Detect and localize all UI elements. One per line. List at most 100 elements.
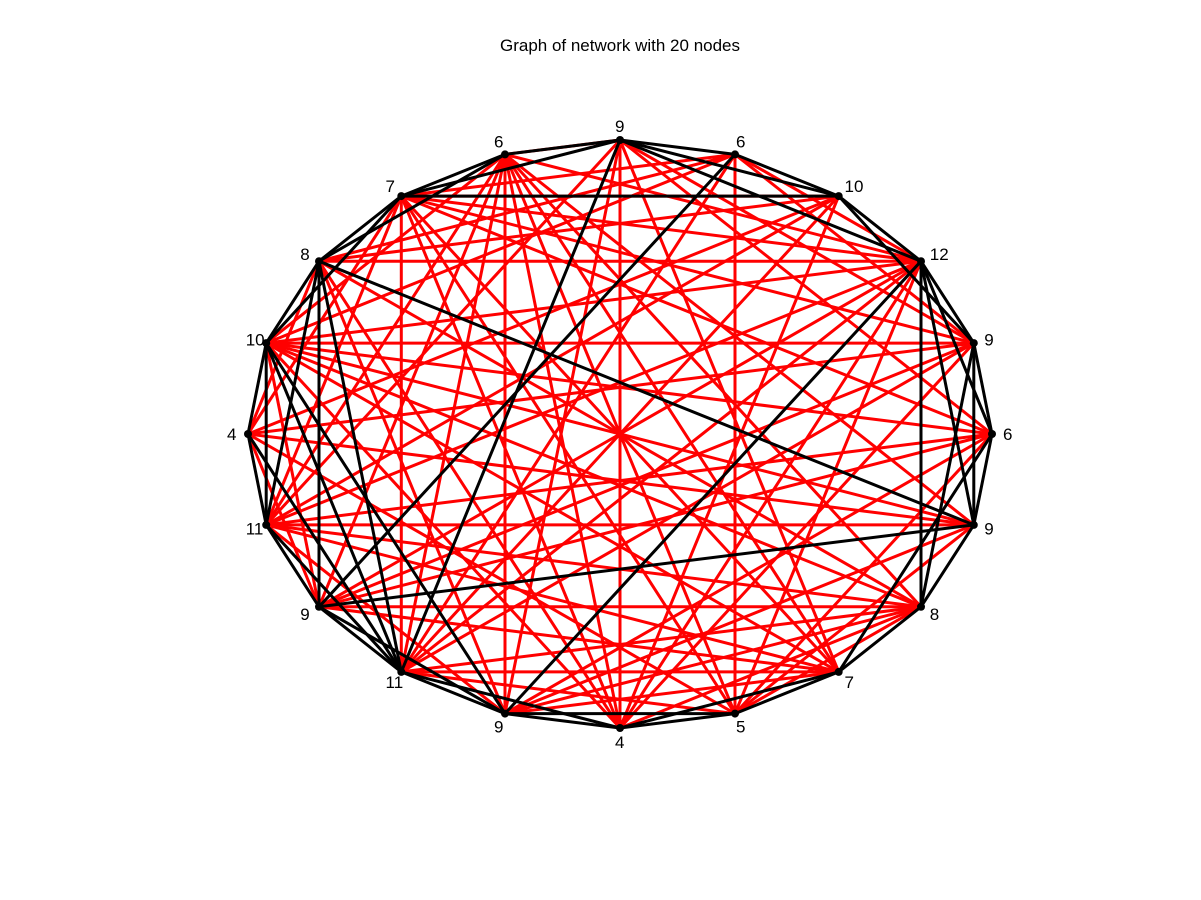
black-edge-5-8 bbox=[837, 432, 994, 674]
node-4 bbox=[969, 339, 978, 348]
black-edge-1-2 bbox=[733, 152, 841, 198]
node-label-13: 9 bbox=[300, 605, 309, 624]
node-17 bbox=[315, 257, 323, 266]
black-edge-17-18 bbox=[317, 194, 403, 263]
red-edge-4-18 bbox=[399, 194, 976, 345]
black-edge-10-11 bbox=[503, 712, 622, 730]
black-edge-8-10 bbox=[618, 670, 841, 730]
red-edge-3-16 bbox=[264, 259, 923, 345]
red-edge-1-12 bbox=[399, 152, 737, 674]
red-edge-5-18 bbox=[399, 194, 994, 436]
black-edge-11-12 bbox=[399, 670, 507, 716]
red-edge-13-19 bbox=[317, 152, 507, 609]
black-edge-12-13 bbox=[317, 605, 403, 674]
node-2 bbox=[834, 192, 843, 201]
node-label-17: 8 bbox=[300, 245, 309, 264]
node-6 bbox=[969, 520, 978, 529]
node-label-12: 11 bbox=[386, 673, 404, 692]
black-edge-2-4 bbox=[837, 194, 976, 345]
node-label-19: 6 bbox=[494, 132, 503, 151]
black-edge-17-19 bbox=[317, 152, 507, 263]
node-19 bbox=[501, 150, 509, 159]
red-edge-10-16 bbox=[264, 341, 622, 730]
node-13 bbox=[315, 602, 323, 611]
black-edge-5-6 bbox=[972, 432, 994, 527]
red-edge-8-19 bbox=[503, 152, 841, 674]
red-edge-15-18 bbox=[246, 194, 403, 436]
red-edge-9-15 bbox=[246, 432, 737, 716]
red-edge-5-16 bbox=[264, 341, 994, 436]
red-edge-9-18 bbox=[399, 194, 737, 716]
red-edge-6-9 bbox=[733, 523, 976, 716]
node-labels-group: 9 6 10 12 9 6 9 8 7 5 4 9 11 9 11 4 10 8 7 6 bbox=[227, 117, 1012, 752]
black-edge-12-15 bbox=[246, 432, 403, 674]
node-label-18: 7 bbox=[386, 177, 395, 196]
red-edge-4-15 bbox=[246, 341, 976, 436]
node-8 bbox=[834, 667, 843, 676]
black-edge-3-6 bbox=[919, 259, 976, 527]
node-label-3: 12 bbox=[930, 245, 949, 264]
red-edge-6-15 bbox=[246, 432, 976, 527]
black-edge-18-0 bbox=[399, 138, 622, 198]
red-edge-11-17 bbox=[317, 259, 507, 716]
red-edge-0-5 bbox=[618, 138, 994, 436]
black-edge-9-10 bbox=[618, 712, 737, 730]
node-label-11: 9 bbox=[494, 718, 503, 737]
black-edge-4-7 bbox=[919, 341, 976, 609]
red-edge-10-18 bbox=[399, 194, 622, 730]
red-edge-8-14 bbox=[264, 523, 841, 674]
black-edge-6-7 bbox=[919, 523, 976, 609]
red-edge-6-11 bbox=[503, 523, 976, 716]
node-7 bbox=[917, 602, 925, 611]
red-edge-16-19 bbox=[264, 152, 507, 345]
red-edge-10-19 bbox=[503, 152, 622, 730]
red-edge-14-19 bbox=[264, 152, 507, 527]
node-3 bbox=[917, 257, 925, 266]
node-label-8: 7 bbox=[845, 673, 854, 692]
red-edge-13-15 bbox=[246, 432, 321, 609]
black-edge-11-13 bbox=[317, 605, 507, 716]
node-label-2: 10 bbox=[845, 177, 864, 196]
node-label-5: 6 bbox=[1003, 425, 1012, 444]
black-edge-3-5 bbox=[919, 259, 994, 436]
red-edge-10-17 bbox=[317, 259, 622, 730]
red-edge-3-19 bbox=[503, 152, 923, 263]
red-edge-1-16 bbox=[264, 152, 737, 345]
node-10 bbox=[616, 724, 624, 732]
black-edge-8-9 bbox=[733, 670, 841, 716]
red-edge-1-18 bbox=[399, 152, 737, 198]
node-12 bbox=[397, 667, 406, 676]
black-edge-18-19 bbox=[399, 152, 507, 198]
black-edge-0-12 bbox=[399, 138, 622, 674]
node-label-15: 4 bbox=[227, 425, 236, 444]
red-edge-7-10 bbox=[618, 605, 923, 730]
node-label-10: 4 bbox=[615, 733, 624, 752]
node-label-0: 9 bbox=[615, 117, 624, 136]
red-edge-14-18 bbox=[264, 194, 403, 527]
red-edge-8-16 bbox=[264, 341, 841, 674]
black-edge-16-18 bbox=[264, 194, 403, 345]
black-edge-12-16 bbox=[264, 341, 403, 674]
red-edges-group bbox=[246, 138, 994, 730]
node-14 bbox=[262, 520, 271, 529]
nodes-group bbox=[244, 136, 996, 732]
black-edge-0-1 bbox=[618, 138, 737, 156]
black-edge-3-4 bbox=[919, 259, 976, 345]
black-edge-10-12 bbox=[399, 670, 622, 730]
red-edge-3-14 bbox=[264, 259, 923, 527]
node-11 bbox=[501, 709, 509, 718]
red-edge-1-4 bbox=[733, 152, 976, 345]
red-edge-2-17 bbox=[317, 194, 841, 263]
red-edge-3-18 bbox=[399, 194, 923, 263]
red-edge-4-13 bbox=[317, 341, 976, 609]
black-edge-2-3 bbox=[837, 194, 923, 263]
node-label-4: 9 bbox=[984, 331, 993, 350]
black-edge-4-5 bbox=[972, 341, 994, 436]
red-edge-9-19 bbox=[503, 152, 737, 716]
node-1 bbox=[731, 150, 739, 159]
node-label-1: 6 bbox=[736, 132, 745, 151]
node-16 bbox=[262, 339, 271, 348]
node-15 bbox=[244, 430, 252, 438]
